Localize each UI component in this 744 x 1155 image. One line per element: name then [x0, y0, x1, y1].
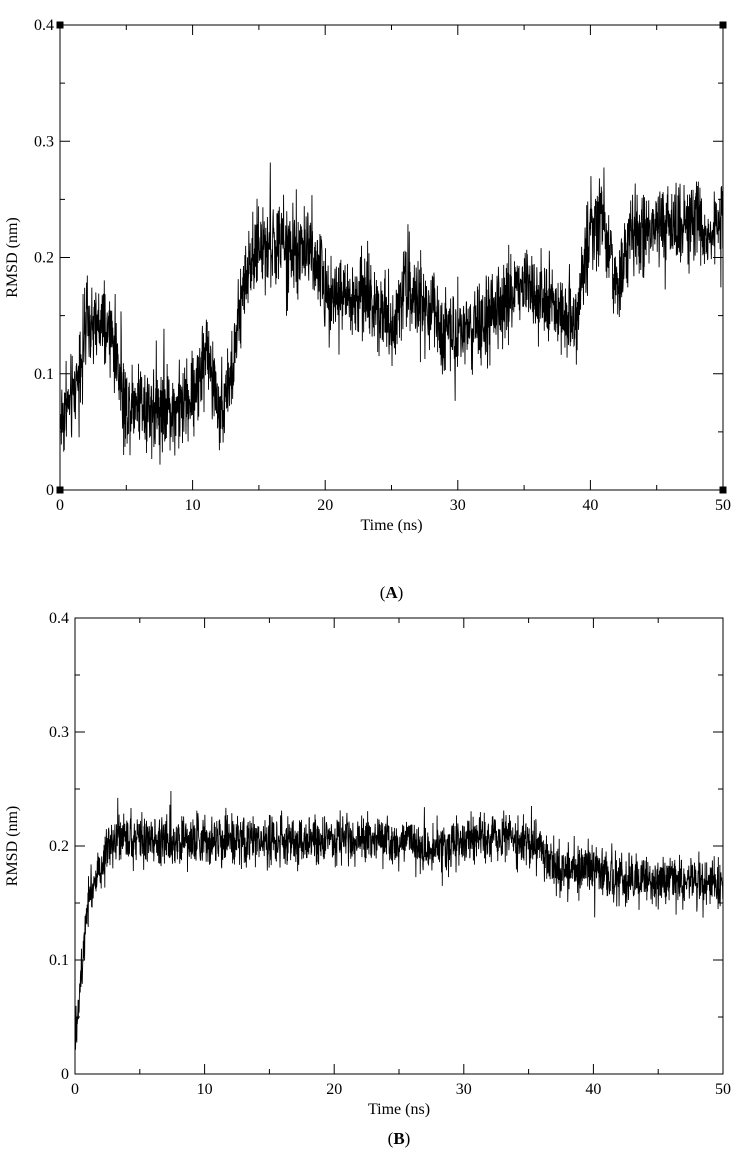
chart-b-x-axis-label: Time (ns): [368, 1101, 430, 1118]
chart-a-y-tick-label: 0: [46, 482, 54, 499]
chart-b-y-tick-label: 0.4: [49, 610, 69, 627]
chart-a-panel-letter: A: [385, 583, 398, 602]
chart-a-y-tick-labels: 0 0.1 0.2 0.3 0.4: [34, 17, 54, 499]
chart-a-y-tick-label: 0.3: [34, 133, 54, 150]
chart-a-series-line: [59, 162, 724, 465]
chart-a-x-tick-label: 30: [450, 497, 466, 514]
chart-b-y-tick-label: 0: [61, 1066, 69, 1083]
chart-b-x-tick-label: 30: [456, 1081, 472, 1098]
chart-b-x-tick-labels: 0 10 20 30 40 50: [71, 1081, 731, 1098]
chart-a-corner-marker: [56, 486, 64, 494]
chart-a-corner-marker: [719, 486, 727, 494]
chart-b-x-tick-label: 0: [71, 1081, 79, 1098]
chart-a-y-tick-label: 0.1: [34, 366, 54, 383]
chart-b-x-tick-label: 40: [585, 1081, 601, 1098]
chart-panel-a: 0 10 20 30 40 50 0 0.1 0.2 0.3 0.4 Time (ns) RMSD…: [4, 17, 731, 602]
chart-b-series-line: [74, 791, 724, 1050]
chart-a-x-axis-label: Time (ns): [360, 517, 422, 534]
chart-b-y-tick-label: 0.2: [49, 838, 69, 855]
chart-b-plot-frame: [74, 617, 724, 1075]
chart-a-y-tick-label: 0.2: [34, 250, 54, 267]
chart-b-panel-letter: B: [393, 1129, 404, 1148]
chart-a-x-tick-label: 50: [715, 497, 731, 514]
chart-a-x-tick-label: 0: [56, 497, 64, 514]
chart-a-x-tick-label: 40: [582, 497, 598, 514]
chart-b-panel-label: (B): [388, 1129, 411, 1148]
chart-a-corner-markers: [56, 21, 727, 494]
chart-b-x-tick-label: 10: [197, 1081, 213, 1098]
chart-a-x-tick-label: 10: [185, 497, 201, 514]
chart-panel-b: 0 10 20 30 40 50 0 0.1 0.2 0.3 0.4 Time (ns) RMSD…: [4, 610, 731, 1148]
chart-b-y-tick-label: 0.1: [49, 952, 69, 969]
chart-b-y-axis-label: RMSD (nm): [4, 806, 21, 886]
chart-b-x-tick-label: 20: [326, 1081, 342, 1098]
chart-a-x-tick-label: 20: [317, 497, 333, 514]
chart-a-y-axis-label: RMSD (nm): [4, 217, 21, 297]
chart-a-plot-frame: [59, 24, 724, 491]
chart-a-panel-label: (A): [380, 583, 404, 602]
chart-b-y-tick-labels: 0 0.1 0.2 0.3 0.4: [49, 610, 69, 1083]
chart-b-x-tick-label: 50: [715, 1081, 731, 1098]
chart-a-y-tick-label: 0.4: [34, 17, 54, 34]
chart-b-y-tick-label: 0.3: [49, 724, 69, 741]
chart-a-x-tick-labels: 0 10 20 30 40 50: [56, 497, 731, 514]
chart-a-corner-marker: [56, 21, 64, 29]
chart-a-corner-marker: [719, 21, 727, 29]
